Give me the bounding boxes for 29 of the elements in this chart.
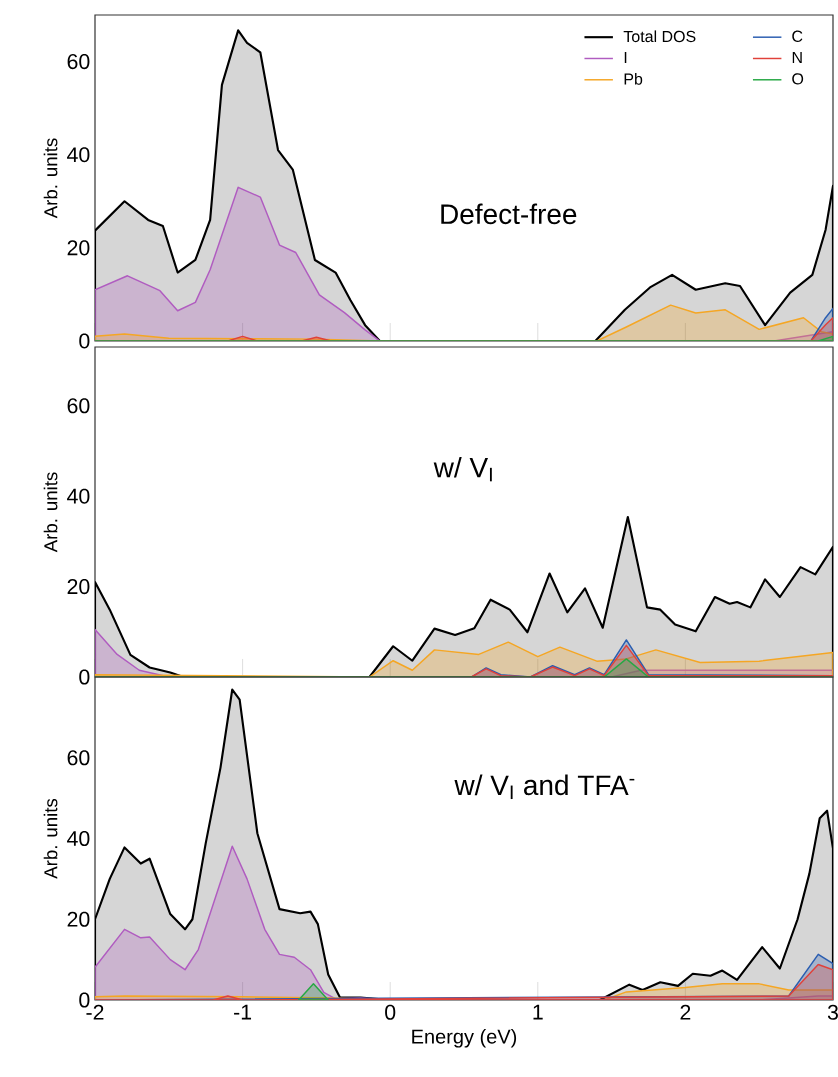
y-axis-title: Arb. units xyxy=(43,472,58,553)
y-tick-label: 40 xyxy=(67,147,90,163)
y-axis-title: Arb. units xyxy=(43,138,58,219)
legend-label: Pb xyxy=(624,73,643,85)
y-tick-label: 0 xyxy=(79,669,90,685)
legend-label: C xyxy=(792,30,803,42)
y-axis-title: Arb. units xyxy=(43,798,58,879)
annotation: w/ V$_{I}$ and TFA$^{-}$ xyxy=(454,774,635,800)
legend-label: I xyxy=(624,51,627,63)
y-tick-label: 0 xyxy=(79,333,90,349)
y-tick-label: 60 xyxy=(67,54,90,70)
x-axis-title: Energy (eV) xyxy=(412,1028,517,1048)
annotation: Defect-free xyxy=(441,203,577,225)
y-tick-label: 60 xyxy=(67,398,90,414)
x-tick-label: 3 xyxy=(827,1004,838,1020)
x-tick-label: 1 xyxy=(533,1004,543,1020)
x-tick-label: 2 xyxy=(680,1004,691,1020)
y-tick-label: 20 xyxy=(67,911,90,927)
y-tick-label: 20 xyxy=(67,579,90,595)
x-tick-label: 0 xyxy=(385,1004,396,1020)
legend-label: Total DOS xyxy=(623,30,696,43)
x-tick-label: -1 xyxy=(234,1004,252,1020)
y-tick-label: 40 xyxy=(67,830,90,847)
annotation: w/ V$_{I}$ xyxy=(433,456,492,482)
y-tick-label: 60 xyxy=(67,750,90,766)
y-tick-label: 20 xyxy=(67,240,90,256)
legend-label: N xyxy=(792,51,802,63)
y-tick-label: 40 xyxy=(67,488,90,504)
legend-label: O xyxy=(792,73,804,85)
